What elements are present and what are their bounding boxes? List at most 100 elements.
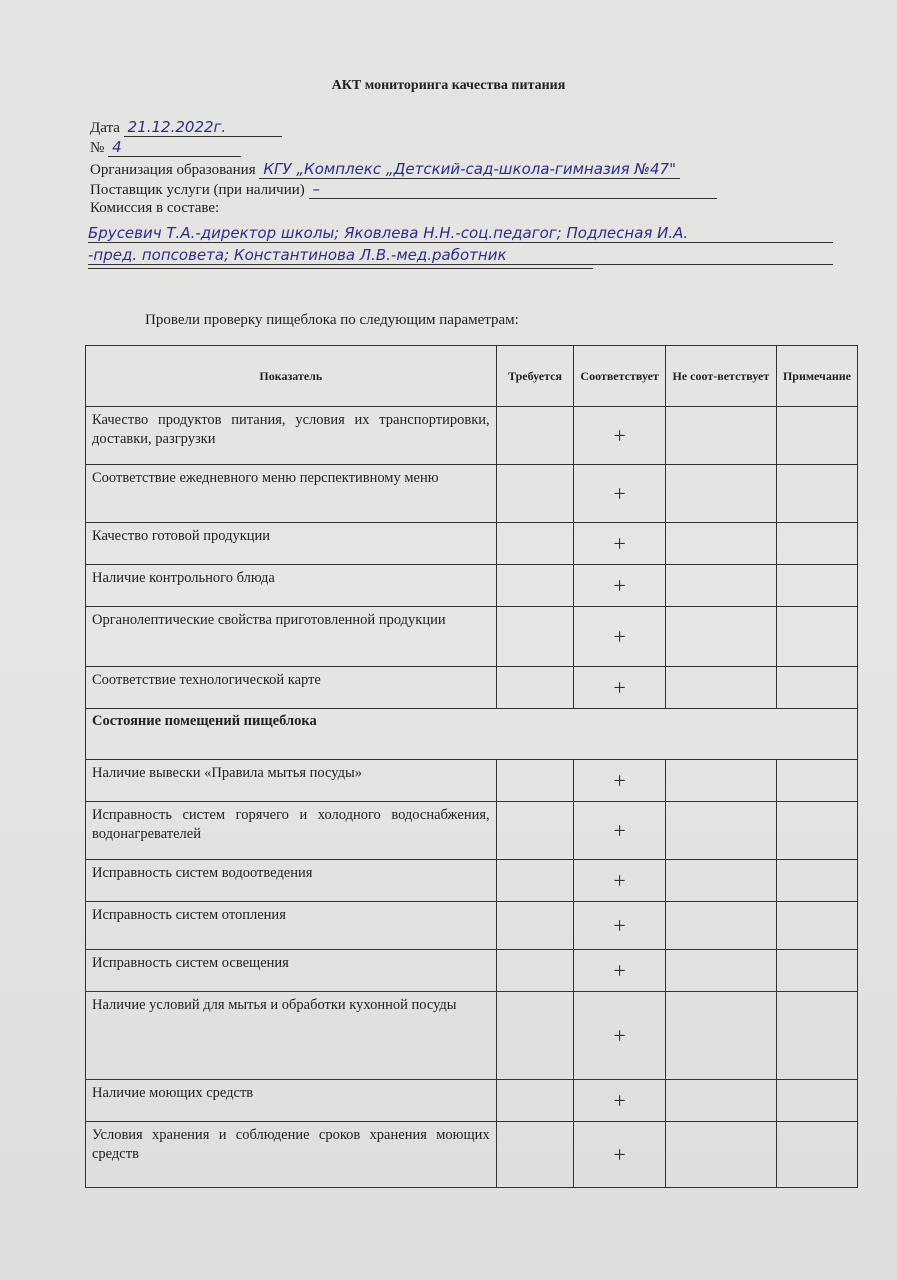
required-cell xyxy=(495,1121,575,1188)
header-note: Примечание xyxy=(775,345,859,407)
required-cell xyxy=(495,759,575,802)
note-cell xyxy=(775,522,859,565)
required-cell xyxy=(495,1079,575,1122)
note-cell xyxy=(775,1079,859,1122)
header-required: Требуется xyxy=(495,345,575,407)
header-noncompliant: Не соот-ветствует xyxy=(664,345,777,407)
header-compliant: Соответствует xyxy=(573,345,666,407)
table-row: Наличие вывески «Правила мытья посуды» + xyxy=(85,759,859,802)
date-label: Дата xyxy=(90,120,120,136)
compliant-cell: + xyxy=(573,1121,666,1188)
compliant-cell: + xyxy=(573,406,666,465)
number-label: № xyxy=(90,140,105,156)
indicator-cell: Качество готовой продукции xyxy=(85,522,497,565)
indicator-cell: Условия хранения и соблюдение сроков хра… xyxy=(85,1121,497,1188)
indicator-cell: Исправность систем освещения xyxy=(85,949,497,992)
required-cell xyxy=(495,464,575,523)
noncompliant-cell xyxy=(664,606,777,667)
inspection-table: Показатель Требуется Соответствует Не со… xyxy=(85,345,859,1188)
noncompliant-cell xyxy=(664,522,777,565)
note-cell xyxy=(775,991,859,1080)
noncompliant-cell xyxy=(664,1079,777,1122)
indicator-cell: Исправность систем водоотведения xyxy=(85,859,497,902)
compliant-cell: + xyxy=(573,606,666,667)
required-cell xyxy=(495,522,575,565)
indicator-cell: Наличие контрольного блюда xyxy=(85,564,497,607)
table-row: Исправность систем горячего и холодного … xyxy=(85,801,859,860)
compliant-cell: + xyxy=(573,901,666,950)
note-cell xyxy=(775,464,859,523)
required-cell xyxy=(495,859,575,902)
indicator-cell: Соответствие ежедневного меню перспектив… xyxy=(85,464,497,523)
commission-line-2: -пред. попсовета; Константинова Л.В.-мед… xyxy=(88,246,833,265)
commission-label: Комиссия в составе: xyxy=(90,200,220,216)
number-value: 4 xyxy=(108,138,242,157)
compliant-cell: + xyxy=(573,991,666,1080)
org-field: Организация образования КГУ „Комплекс „Д… xyxy=(90,160,680,179)
indicator-cell: Исправность систем отопления xyxy=(85,901,497,950)
noncompliant-cell xyxy=(664,991,777,1080)
table-row: Качество продуктов питания, условия их т… xyxy=(85,406,859,465)
date-value: 21.12.2022г. xyxy=(123,118,282,137)
compliant-cell: + xyxy=(573,801,666,860)
compliant-cell: + xyxy=(573,759,666,802)
table-row: Исправность систем водоотведения + xyxy=(85,859,859,902)
required-cell xyxy=(495,901,575,950)
table-row: Качество готовой продукции + xyxy=(85,522,859,565)
section-header: Состояние помещений пищеблока xyxy=(85,708,858,760)
table-row: Наличие моющих средств + xyxy=(85,1079,859,1122)
noncompliant-cell xyxy=(664,759,777,802)
compliant-cell: + xyxy=(573,464,666,523)
indicator-cell: Исправность систем горячего и холодного … xyxy=(85,801,497,860)
document-title: АКТ мониторинга качества питания xyxy=(331,78,566,93)
noncompliant-cell xyxy=(664,406,777,465)
indicator-cell: Качество продуктов питания, условия их т… xyxy=(85,406,497,465)
compliant-cell: + xyxy=(573,564,666,607)
commission-line-1: Брусевич Т.А.-директор школы; Яковлева Н… xyxy=(88,224,833,243)
required-cell xyxy=(495,949,575,992)
indicator-cell: Наличие моющих средств xyxy=(85,1079,497,1122)
note-cell xyxy=(775,666,859,709)
compliant-cell: + xyxy=(573,1079,666,1122)
compliant-cell: + xyxy=(573,859,666,902)
supplier-field: Поставщик услуги (при наличии) – xyxy=(90,180,717,199)
required-cell xyxy=(495,564,575,607)
noncompliant-cell xyxy=(664,1121,777,1188)
required-cell xyxy=(495,406,575,465)
table-row: Наличие контрольного блюда + xyxy=(85,564,859,607)
indicator-cell: Органолептические свойства приготовленно… xyxy=(85,606,497,667)
org-value: КГУ „Комплекс „Детский-сад-школа-гимнази… xyxy=(259,160,680,179)
commission-line-3 xyxy=(88,268,593,269)
supplier-value: – xyxy=(308,180,717,199)
noncompliant-cell xyxy=(664,949,777,992)
note-cell xyxy=(775,564,859,607)
compliant-cell: + xyxy=(573,522,666,565)
org-label: Организация образования xyxy=(90,162,256,178)
date-field: Дата 21.12.2022г. xyxy=(90,118,282,137)
note-cell xyxy=(775,759,859,802)
number-field: № 4 xyxy=(90,138,242,157)
required-cell xyxy=(495,606,575,667)
noncompliant-cell xyxy=(664,666,777,709)
supplier-label: Поставщик услуги (при наличии) xyxy=(90,182,305,198)
indicator-cell: Наличие вывески «Правила мытья посуды» xyxy=(85,759,497,802)
noncompliant-cell xyxy=(664,859,777,902)
note-cell xyxy=(775,1121,859,1188)
table-row: Соответствие ежедневного меню перспектив… xyxy=(85,464,859,523)
compliant-cell: + xyxy=(573,949,666,992)
note-cell xyxy=(775,901,859,950)
table-row: Наличие условий для мытья и обработки ку… xyxy=(85,991,859,1080)
note-cell xyxy=(775,949,859,992)
note-cell xyxy=(775,859,859,902)
header-indicator: Показатель xyxy=(85,345,497,407)
required-cell xyxy=(495,801,575,860)
note-cell xyxy=(775,801,859,860)
noncompliant-cell xyxy=(664,464,777,523)
note-cell xyxy=(775,606,859,667)
noncompliant-cell xyxy=(664,564,777,607)
table-row: Исправность систем отопления + xyxy=(85,901,859,950)
noncompliant-cell xyxy=(664,901,777,950)
compliant-cell: + xyxy=(573,666,666,709)
intro-text: Провели проверку пищеблока по следующим … xyxy=(145,312,519,328)
indicator-cell: Наличие условий для мытья и обработки ку… xyxy=(85,991,497,1080)
